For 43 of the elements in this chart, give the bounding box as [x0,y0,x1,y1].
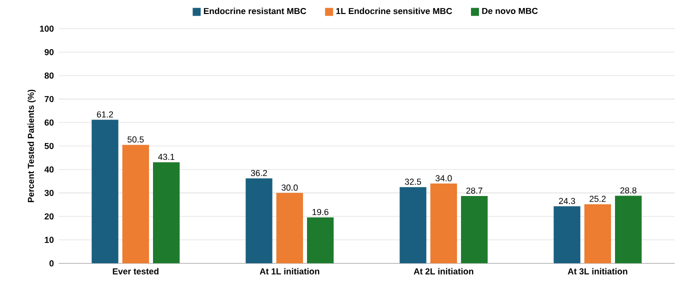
data-label: 28.8 [620,187,636,194]
bar [307,217,334,264]
bar [276,192,303,264]
y-tick-label: 10 [44,236,54,243]
data-label: 25.2 [590,196,606,202]
x-tick-label: Ever tested [112,268,158,274]
data-label: 19.6 [312,208,328,216]
x-tick-label: At 2L initiation [414,268,474,274]
legend-label: Endocrine resistant MBC [204,8,306,14]
legend-label: De novo MBC [482,8,538,14]
bar [400,187,426,264]
legend-label: 1L Endocrine sensitive MBC [336,8,452,14]
data-label: 30.0 [282,184,298,191]
data-label: 28.7 [466,188,482,194]
y-tick-label: 100 [40,26,54,32]
bar [430,184,458,264]
bar [615,196,642,264]
y-tick-label: 0 [49,260,54,266]
x-tick-label: At 1L initiation [260,268,320,274]
y-axis-title: Percent Tested Patients (%) [28,90,36,202]
bar [554,206,580,264]
y-tick-label: 70 [44,96,54,102]
data-label: 43.1 [158,154,174,160]
data-label: 32.5 [404,178,422,185]
y-tick-label: 90 [44,49,54,56]
x-tick-label: At 3L initiation [568,268,628,274]
bar [122,144,149,264]
y-tick-label: 40 [44,166,54,173]
y-tick-label: 30 [44,190,54,196]
y-tick-label: 60 [44,119,54,126]
data-label: 61.2 [97,111,113,118]
y-tick-label: 80 [44,72,54,79]
bar [584,204,612,264]
data-label: 24.3 [559,198,576,204]
bar [461,196,488,264]
y-tick-label: 50 [44,142,54,150]
bar [92,120,118,264]
data-label: 50.5 [128,136,144,143]
y-tick-label: 20 [44,213,54,220]
data-label: 34.0 [436,175,452,182]
bar [153,162,180,264]
data-label: 36.2 [250,170,267,176]
bar [246,178,272,264]
